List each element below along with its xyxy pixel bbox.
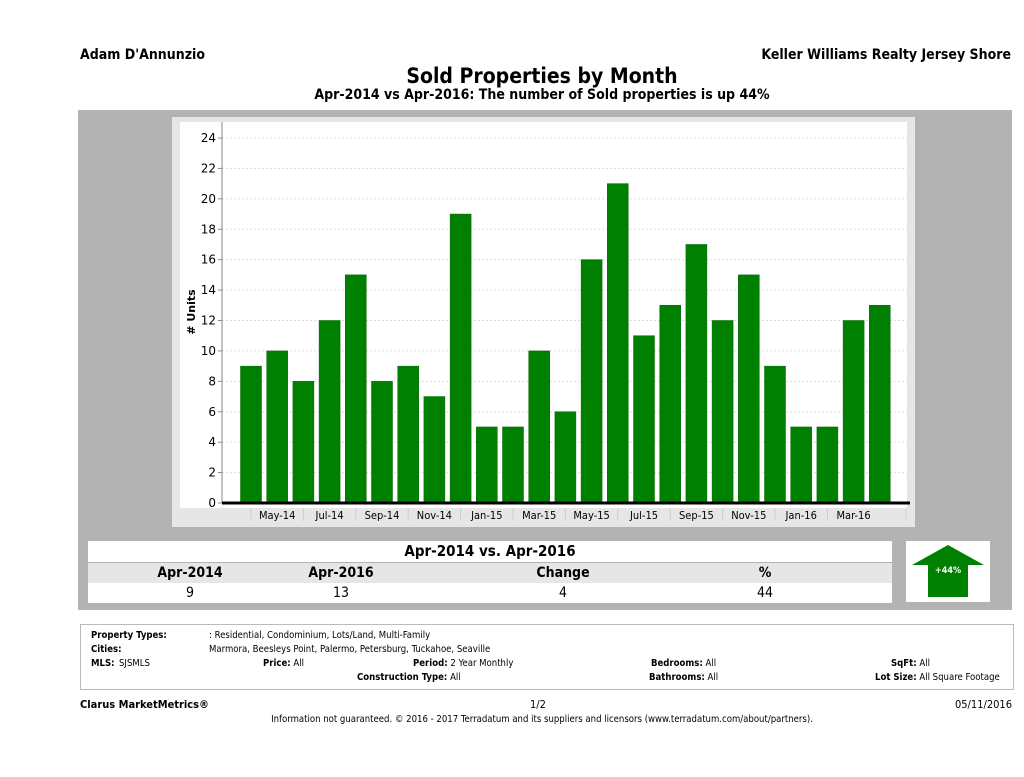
bar-Jun-15 (607, 183, 629, 504)
arrow-up-icon (912, 545, 984, 597)
x-tick-label: Jan-16 (784, 509, 816, 522)
bar-Mar-16 (842, 320, 865, 504)
bar-Apr-15 (554, 411, 577, 504)
x-tick-label: Nov-14 (417, 509, 452, 522)
summary-value-row: 9 13 4 44 (88, 583, 892, 603)
sqft-value: All (919, 658, 930, 669)
comparison-summary: Apr-2014 vs. Apr-2016 Apr-2014 Apr-2016 Ch… (88, 541, 892, 603)
mls-label: MLS: (91, 658, 115, 669)
cities-label: Cities: (91, 644, 122, 655)
y-tick-label: 10 (201, 344, 216, 358)
x-tick-label: Mar-15 (522, 509, 556, 522)
page-title: Sold Properties by Month (406, 64, 678, 88)
disclaimer: Information not guaranteed. © 2016 - 201… (271, 714, 813, 725)
summary-column-header: Apr-2014 (157, 565, 223, 581)
y-tick-label: 18 (201, 222, 216, 236)
bar-Sep-15 (685, 244, 708, 504)
x-tick-label: Jul-15 (629, 509, 658, 522)
summary-value: 13 (332, 585, 350, 601)
property-types-label: Property Types: (91, 630, 167, 641)
report-date: 05/11/2016 (954, 698, 1012, 711)
x-tick-label: Jan-15 (470, 509, 502, 522)
period-value: 2 Year Monthly (450, 658, 514, 669)
summary-header-row: Apr-2014 Apr-2016 Change% (88, 563, 892, 583)
y-tick-label: 4 (208, 435, 216, 449)
bar-Jun-14 (292, 381, 315, 504)
price-label: Price: (263, 658, 291, 669)
property-types-value: : Residential, Condominium, Lots/Land, M… (209, 630, 431, 641)
bar-Nov-14 (423, 396, 446, 504)
summary-column-header: Apr-2016 (308, 565, 374, 581)
lot-size-value: All Square Footage (919, 672, 1000, 683)
agent-name: Adam D'Annunzio (80, 47, 206, 63)
office-name: Keller Williams Realty Jersey Shore (761, 47, 1011, 63)
bar-Dec-14 (449, 213, 472, 504)
bar-Feb-15 (502, 426, 524, 504)
y-tick-label: 22 (201, 161, 216, 175)
bar-May-14 (266, 350, 288, 504)
x-tick-label: Nov-15 (731, 509, 766, 522)
page-number: 1/2 (530, 698, 546, 711)
bar-Aug-15 (659, 305, 681, 504)
cities-value: Marmora, Beesleys Point, Palermo, Peters… (209, 644, 491, 655)
bar-Sep-14 (371, 381, 393, 504)
bar-Jul-14 (318, 320, 341, 504)
bar-Oct-14 (397, 365, 419, 504)
summary-heading: Apr-2014 vs. Apr-2016 (88, 541, 892, 562)
bar-Aug-14 (345, 274, 367, 504)
criteria-box: Property Types: : Residential, Condomini… (80, 624, 1014, 690)
change-badge-label: +44% (934, 566, 962, 576)
y-tick-label: 6 (208, 405, 216, 419)
mls-value: SJSMLS (119, 658, 150, 669)
y-tick-label: 12 (201, 314, 216, 328)
y-tick-label: 2 (208, 466, 216, 480)
change-badge: +44% (906, 541, 990, 602)
summary-column-header: % (758, 565, 772, 581)
page-subtitle: Apr-2014 vs Apr-2016: The number of Sold… (314, 87, 770, 103)
bar-Mar-15 (528, 350, 550, 504)
summary-value: 9 (185, 585, 194, 601)
y-tick-label: 14 (201, 283, 216, 297)
bar-Feb-16 (816, 426, 839, 504)
construction-type-label: Construction Type: (357, 672, 448, 683)
x-tick-label: May-15 (573, 509, 609, 522)
y-tick-label: 8 (208, 374, 216, 388)
bedrooms-label: Bedrooms: (651, 658, 703, 669)
summary-value: 4 (558, 585, 567, 601)
summary-value: 44 (756, 585, 774, 601)
bathrooms-value: All (707, 672, 719, 683)
y-tick-label: 20 (201, 192, 216, 206)
y-tick-label: 24 (201, 131, 216, 145)
bar-Jul-15 (633, 335, 655, 504)
bedrooms-value: All (705, 658, 717, 669)
summary-column-header: Change (536, 565, 590, 581)
y-tick-label: 16 (201, 253, 216, 267)
bar-Oct-15 (711, 320, 734, 504)
x-tick-label: Mar-16 (837, 509, 871, 522)
bar-Nov-15 (738, 274, 760, 504)
construction-type-value: All (450, 672, 461, 683)
x-tick-label: Sep-15 (679, 509, 714, 522)
lot-size-label: Lot Size: (875, 672, 917, 683)
bar-Jan-15 (476, 426, 498, 504)
sqft-label: SqFt: (891, 658, 917, 669)
bathrooms-label: Bathrooms: (649, 672, 705, 683)
brand-name: Clarus MarketMetrics® (80, 698, 209, 711)
bar-May-15 (580, 259, 603, 504)
x-tick-label: Sep-14 (365, 509, 400, 522)
bar-Apr-16 (869, 305, 891, 504)
y-tick-label: 0 (208, 496, 216, 510)
period-label: Period: (413, 658, 448, 669)
bar-Jan-16 (790, 426, 812, 504)
x-tick-label: Jul-14 (315, 509, 344, 522)
x-tick-label: May-14 (259, 509, 295, 522)
bar-Dec-15 (764, 365, 786, 504)
y-axis-label: # Units (185, 289, 198, 335)
bar-Apr-14 (240, 365, 262, 504)
price-value: All (293, 658, 305, 669)
